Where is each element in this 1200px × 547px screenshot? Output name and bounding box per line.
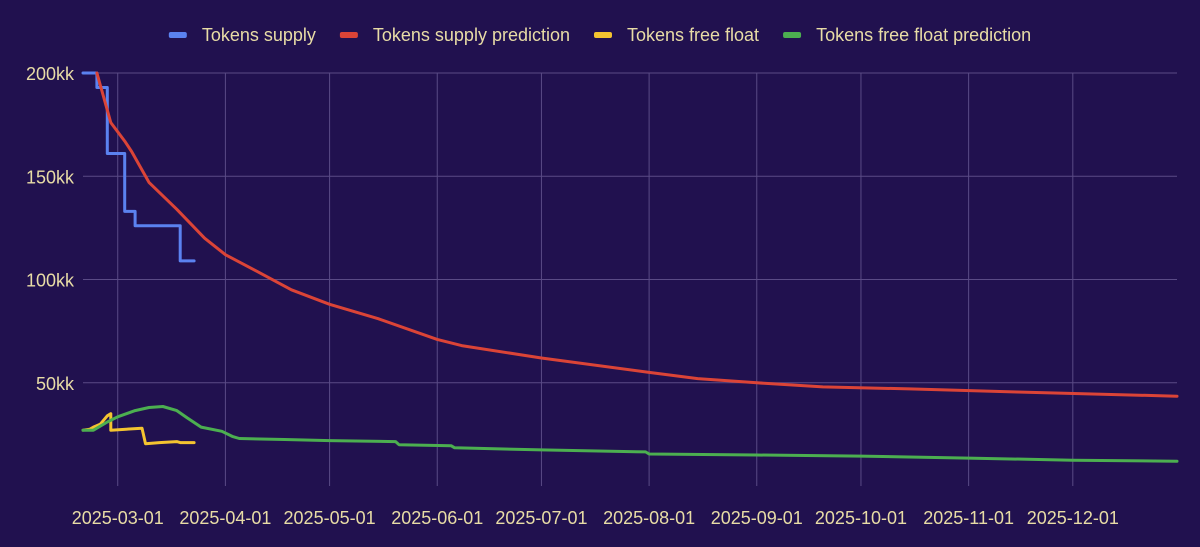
x-tick-label: 2025-08-01	[603, 508, 695, 528]
legend-label: Tokens supply prediction	[373, 25, 570, 45]
plot-area	[81, 71, 1179, 463]
y-tick-label: 100kk	[26, 271, 75, 291]
legend-item-tokens-supply-prediction[interactable]: Tokens supply prediction	[339, 25, 570, 45]
series-line-tokens-free-float-prediction	[81, 405, 1179, 463]
y-tick-label: 200kk	[26, 64, 75, 84]
x-tick-label: 2025-05-01	[284, 508, 376, 528]
x-tick-label: 2025-10-01	[815, 508, 907, 528]
series-line-tokens-free-float	[81, 412, 196, 446]
x-tick-label: 2025-03-01	[72, 508, 164, 528]
x-tick-label: 2025-12-01	[1027, 508, 1119, 528]
legend-swatch	[593, 32, 612, 38]
y-tick-label: 150kk	[26, 167, 75, 187]
x-tick-label: 2025-07-01	[495, 508, 587, 528]
series-line-tokens-supply	[81, 71, 196, 263]
legend-label: Tokens free float	[627, 25, 759, 45]
legend-swatch	[339, 32, 358, 38]
x-tick-label: 2025-04-01	[179, 508, 271, 528]
legend: Tokens supply Tokens supply prediction Tok…	[168, 25, 1031, 45]
legend-swatch	[783, 32, 802, 38]
legend-swatch	[168, 32, 187, 38]
x-tick-label: 2025-06-01	[391, 508, 483, 528]
x-tick-label: 2025-11-01	[923, 508, 1014, 528]
legend-item-tokens-free-float-prediction[interactable]: Tokens free float prediction	[783, 25, 1031, 45]
legend-label: Tokens free float prediction	[816, 25, 1031, 45]
y-axis: 50kk 100kk 150kk 200kk	[26, 64, 75, 394]
x-axis: 2025-03-01 2025-04-01 2025-05-01 2025-06-01…	[72, 508, 1119, 528]
x-tick-label: 2025-09-01	[711, 508, 803, 528]
grid	[83, 72, 1177, 486]
legend-item-tokens-supply[interactable]: Tokens supply	[168, 25, 316, 45]
y-tick-label: 50kk	[36, 374, 75, 394]
legend-item-tokens-free-float[interactable]: Tokens free float	[593, 25, 759, 45]
legend-label: Tokens supply	[202, 25, 316, 45]
series-line-tokens-supply-prediction	[95, 71, 1179, 398]
